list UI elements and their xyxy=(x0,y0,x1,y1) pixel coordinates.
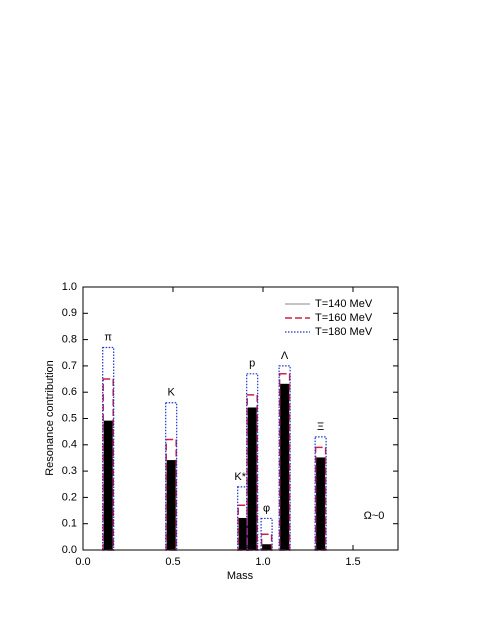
y-axis-label: Resonance contribution xyxy=(44,360,56,476)
y-tick-label: 0.7 xyxy=(62,360,77,372)
bar-label: K xyxy=(168,387,176,399)
bar xyxy=(247,407,257,551)
legend-label: T=180 MeV xyxy=(315,326,373,338)
bar xyxy=(262,544,272,551)
y-tick-label: 0.5 xyxy=(62,412,77,424)
y-tick-label: 0.0 xyxy=(62,544,77,556)
x-tick-label: 1.5 xyxy=(345,556,360,568)
plot-frame xyxy=(82,286,399,551)
bar xyxy=(238,517,248,551)
bar-label: Ξ xyxy=(317,421,324,433)
bar-label: π xyxy=(104,331,112,343)
annotation: Ω~0 xyxy=(364,510,385,522)
bar xyxy=(166,460,176,551)
y-tick-label: 0.9 xyxy=(62,307,77,319)
legend-label: T=140 MeV xyxy=(315,298,373,310)
y-tick-label: 0.4 xyxy=(62,439,77,451)
bar xyxy=(316,457,326,551)
bar xyxy=(280,383,290,551)
y-tick-label: 0.8 xyxy=(62,334,77,346)
bar xyxy=(103,420,113,551)
x-tick-label: 0.5 xyxy=(165,556,180,568)
legend-label: T=160 MeV xyxy=(315,312,373,324)
bar-label: p xyxy=(249,358,255,370)
bar-label: Λ xyxy=(281,350,289,362)
x-axis-label: Mass xyxy=(227,570,254,582)
y-tick-label: 0.3 xyxy=(62,465,77,477)
y-tick-label: 1.0 xyxy=(62,281,77,293)
bar-label: K* xyxy=(234,471,246,483)
bar xyxy=(278,365,291,551)
y-tick-label: 0.1 xyxy=(62,518,77,530)
y-tick-label: 0.2 xyxy=(62,491,77,503)
x-tick-label: 0.0 xyxy=(75,556,90,568)
y-tick-label: 0.6 xyxy=(62,386,77,398)
bar-label: φ xyxy=(263,502,270,514)
x-tick-label: 1.0 xyxy=(255,556,270,568)
bar xyxy=(165,402,178,551)
